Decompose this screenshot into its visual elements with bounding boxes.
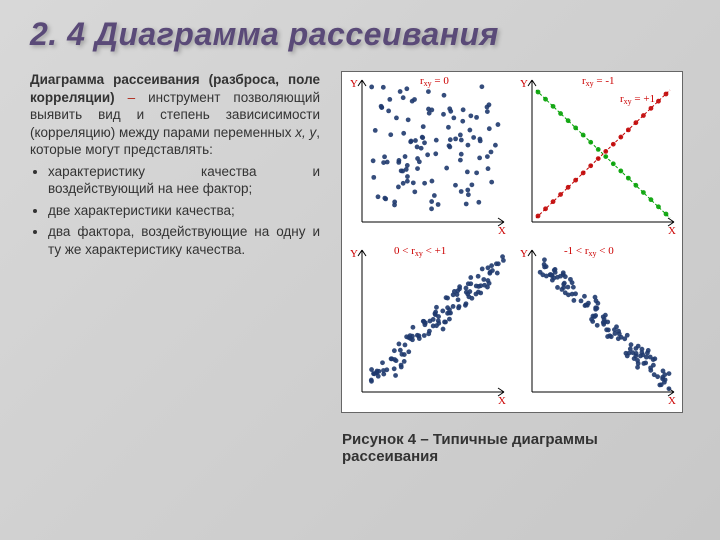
list-item: два фактора, воздействующие на одну и ту… <box>48 223 320 258</box>
svg-text:X: X <box>498 395 506 407</box>
svg-text:rxy = -1: rxy = -1 <box>582 75 615 88</box>
chart-column: X Yrxy = 0 X Yrxy = -1 rxy = +1 X Y 0 < rxy <… <box>334 71 690 465</box>
svg-text:Y: Y <box>520 248 528 260</box>
panel-bl: X Y 0 < rxy < +1 <box>342 242 512 412</box>
panel-br: X Y -1 < rxy < 0 <box>512 242 682 412</box>
definition-paragraph: Диаграмма рассеивания (разброса, поле ко… <box>30 71 320 159</box>
svg-text:X: X <box>498 225 506 237</box>
svg-text:rxy = 0: rxy = 0 <box>420 75 449 88</box>
list-item: характеристику качества и воздействующий… <box>48 163 320 198</box>
panel-tl: X Yrxy = 0 <box>342 72 512 242</box>
bullet-list: характеристику качества и воздействующий… <box>30 163 320 259</box>
svg-text:Y: Y <box>350 78 358 90</box>
definition-column: Диаграмма рассеивания (разброса, поле ко… <box>30 71 320 465</box>
svg-text:-1 < rxy < 0: -1 < rxy < 0 <box>564 245 614 258</box>
panel-tr: X Yrxy = -1 rxy = +1 <box>512 72 682 242</box>
svg-text:rxy = +1: rxy = +1 <box>620 93 655 106</box>
page-title: 2. 4 Диаграмма рассеивания <box>30 16 690 53</box>
definition-dash: – <box>115 90 148 105</box>
list-item: две характеристики качества; <box>48 202 320 220</box>
figure-caption: Рисунок 4 – Типичные диаграммы рассеиван… <box>342 431 682 465</box>
svg-text:X: X <box>668 395 676 407</box>
svg-text:Y: Y <box>350 248 358 260</box>
svg-text:Y: Y <box>520 78 528 90</box>
svg-text:0 < rxy < +1: 0 < rxy < +1 <box>394 245 446 258</box>
definition-vars: x, y <box>295 125 316 140</box>
svg-text:X: X <box>668 225 676 237</box>
scatter-grid: X Yrxy = 0 X Yrxy = -1 rxy = +1 X Y 0 < rxy <… <box>341 71 683 413</box>
content-row: Диаграмма рассеивания (разброса, поле ко… <box>30 71 690 465</box>
